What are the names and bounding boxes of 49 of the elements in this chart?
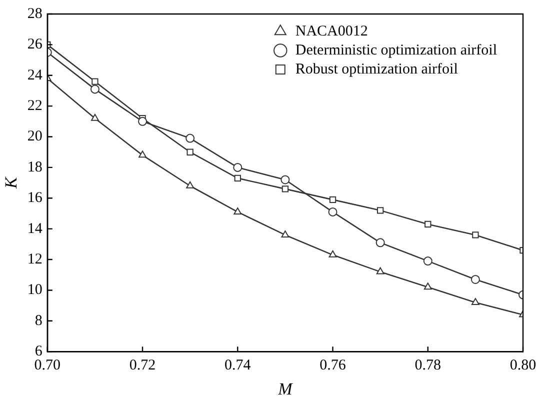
legend-label: Robust optimization airfoil [295,61,458,78]
point [329,196,336,204]
legend-label: NACA0012 [295,23,368,40]
point [233,162,242,172]
point [186,181,194,188]
y-tick-label: 26 [27,36,43,53]
y-tick-label: 24 [27,67,43,84]
y-tick-label: 14 [27,220,43,237]
point [138,116,148,126]
y-tick-label: 20 [27,128,42,145]
point [186,134,195,143]
x-tick-label: 0.70 [34,358,61,374]
point [376,238,385,248]
y-tick-label: 22 [27,98,42,114]
y-axis-title: K [2,175,21,190]
point [470,274,480,284]
y-tick-label: 8 [34,312,42,329]
point [376,267,384,274]
point [423,256,432,266]
y-tick-label: 18 [27,159,42,176]
x-tick-label: 0.76 [320,358,346,374]
y-tick-label: 28 [27,6,42,22]
point [90,114,99,121]
point [234,174,241,182]
point [281,230,290,238]
x-tick-label: 0.78 [414,358,442,374]
point [280,175,290,184]
x-tick-label: 0.72 [129,358,156,374]
point [376,207,384,214]
point [92,78,98,85]
x-axis-title: M [277,379,294,398]
point [282,186,289,192]
legend-label: Deterministic optimization airfoil [295,42,498,58]
y-tick-label: 16 [27,190,43,206]
point [471,298,480,305]
x-tick-label: 0.80 [510,358,536,374]
point [424,282,432,290]
point [234,207,242,214]
point [328,250,337,258]
point [186,148,194,156]
y-tick-label: 12 [27,251,42,268]
y-tick-label: 10 [27,282,42,298]
x-tick-label: 0.74 [224,358,252,374]
point [472,232,479,238]
point [90,84,100,94]
point [138,150,146,158]
point [328,207,338,216]
point [424,220,432,228]
y-tick-label: 6 [34,344,43,360]
